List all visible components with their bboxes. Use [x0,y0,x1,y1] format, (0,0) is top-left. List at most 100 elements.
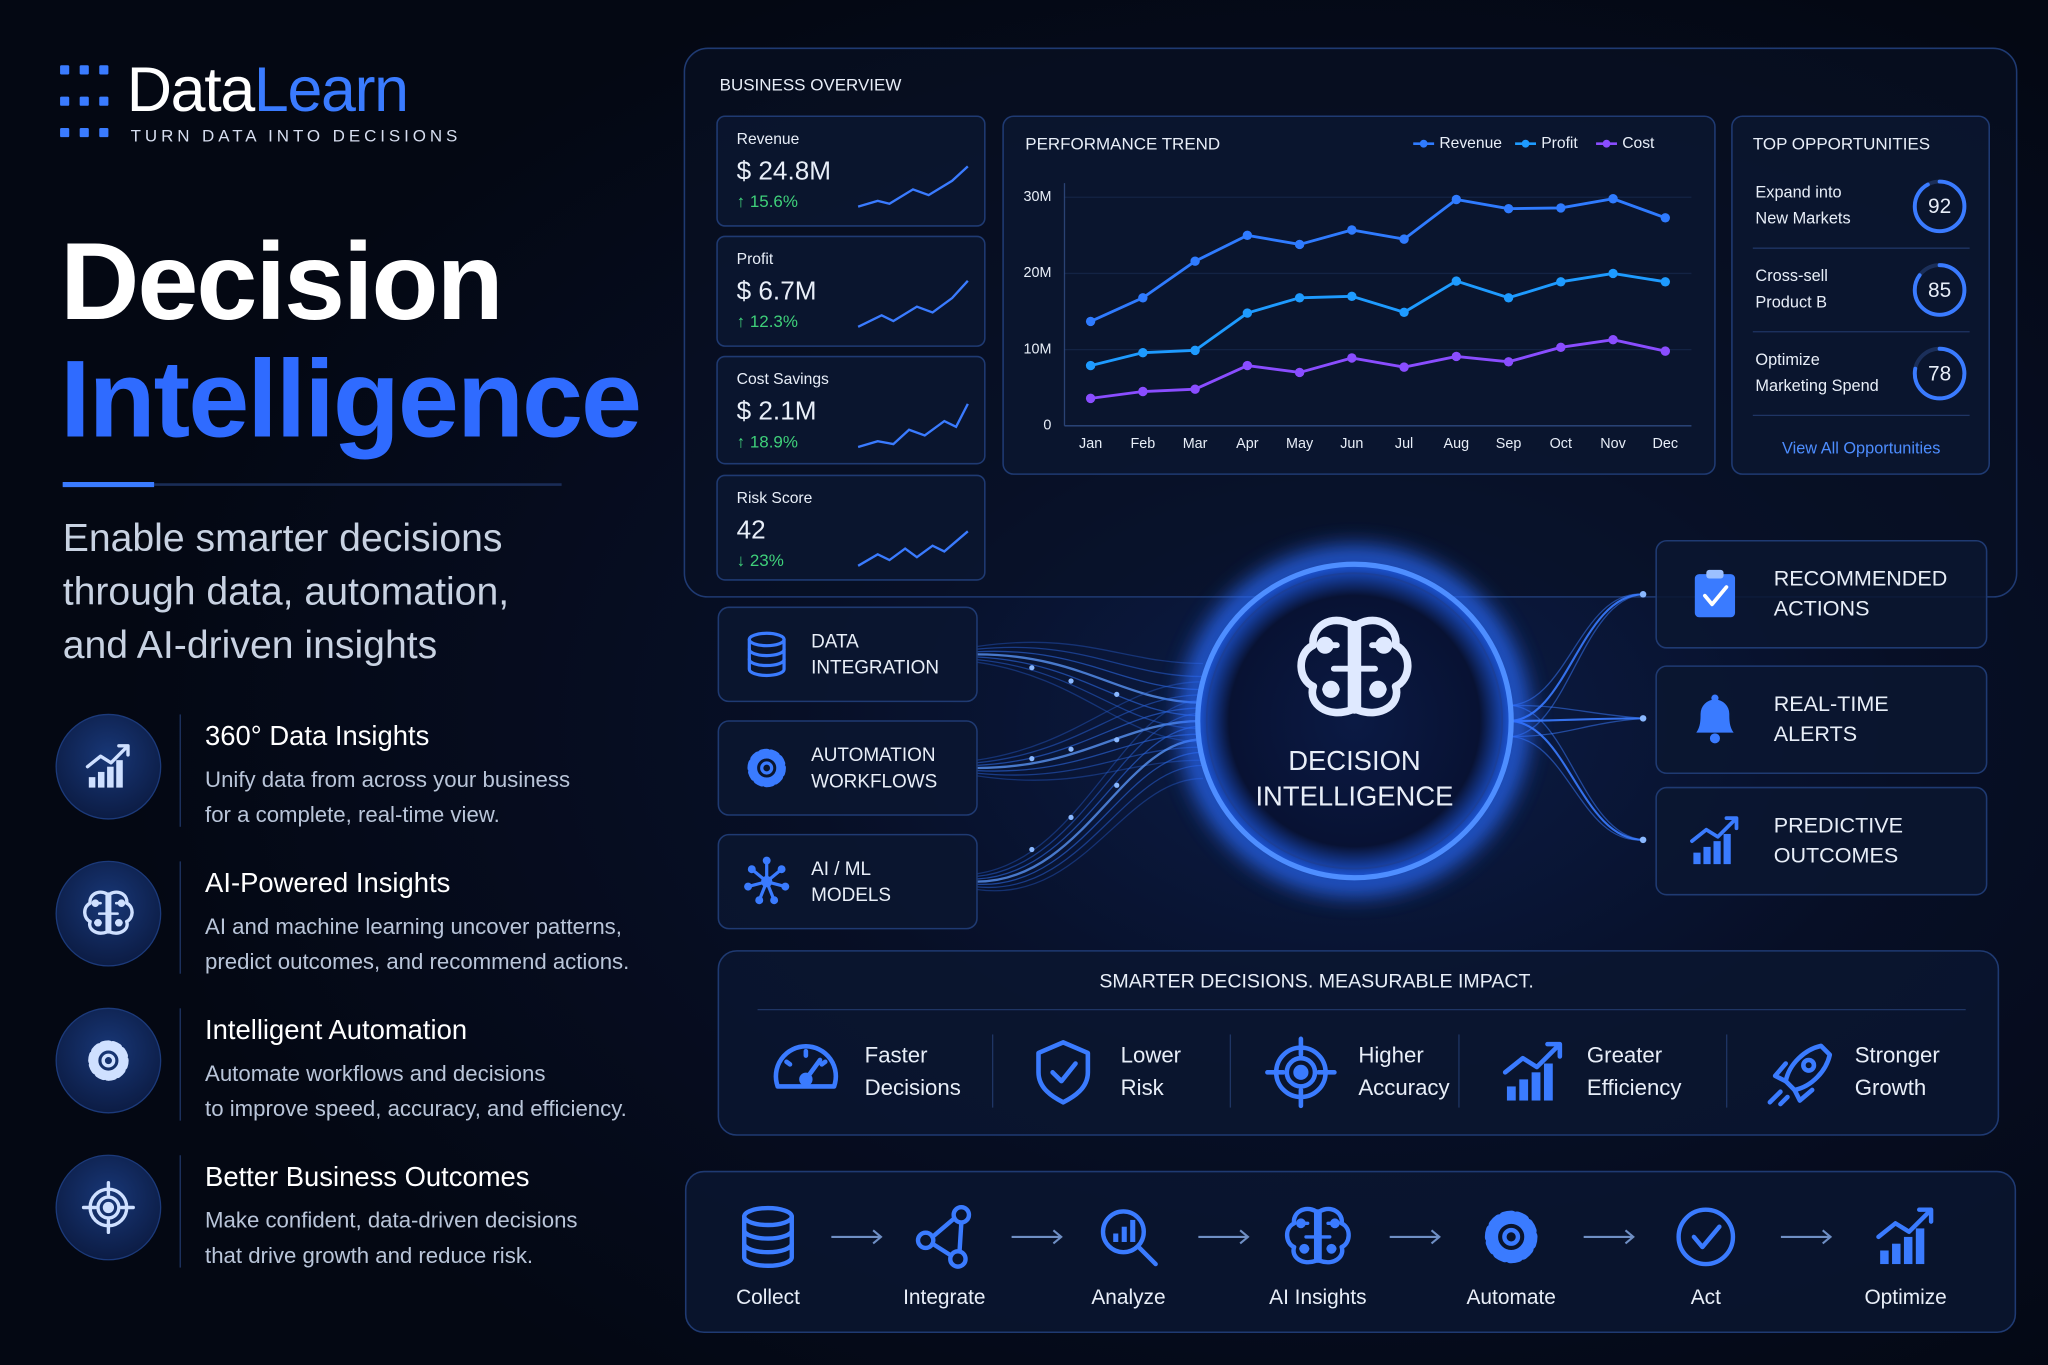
output-label: PREDICTIVE [1774,812,1903,837]
data-point [1138,386,1148,397]
view-all-link[interactable]: View All Opportunities [1782,440,1940,458]
kpi-label: Risk Score [737,490,813,507]
icon-chart [85,744,130,788]
data-point [1347,225,1357,235]
icon-part [1284,1206,1319,1265]
sparkline [857,280,969,328]
data-point [1085,360,1096,371]
process-label: Optimize [1864,1286,1946,1309]
data-point [1503,357,1514,367]
icon-part [747,865,756,874]
icon-check [1676,1207,1736,1267]
icon-part [1696,699,1734,733]
data-point [1556,277,1566,287]
process-panel [684,1170,2017,1334]
flow-dot [1068,678,1074,684]
flow-line [976,653,1203,704]
icon-part [784,1048,828,1067]
icon-target [1265,1036,1337,1109]
logo-dot [79,127,89,138]
icon-part [1691,1224,1722,1250]
flow-line [1508,593,1644,738]
data-point [1190,384,1200,394]
score-value: 85 [1928,279,1951,302]
flow-endpoint [1639,836,1647,844]
icon-part [108,890,134,935]
feature-text: AI and machine learning uncover patterns… [205,914,622,939]
input-box [717,833,978,930]
flow-line [976,764,1203,889]
feature-text: to improve speed, accuracy, and efficien… [205,1096,627,1121]
icon-part [1543,1063,1553,1101]
opportunity-label: Expand into [1755,184,1841,202]
flow-line [976,719,1203,770]
legend-label: Profit [1541,135,1578,152]
hub-label: INTELLIGENCE [1255,780,1453,811]
data-point [1451,194,1462,205]
icon-part [747,657,786,668]
icon-part [108,890,134,935]
data-point [1399,234,1409,244]
data-point [1347,291,1357,301]
icon-part [1506,1086,1516,1101]
icon-part [88,777,96,788]
icon-part [94,1047,122,1075]
flow-dot [1068,814,1074,820]
process-label: Integrate [903,1286,985,1309]
icon-part [799,1072,813,1087]
flow-line [976,694,1203,764]
score-ring [1912,346,1967,401]
flow-line [1508,735,1644,841]
icon-part [101,1053,116,1068]
icon-part [1531,1072,1541,1101]
feature-text: for a complete, real-time view. [205,802,500,827]
icon-part [1036,1040,1091,1105]
brand-part: Learn [254,55,408,125]
flow-line [976,751,1203,885]
data-point [1242,360,1253,371]
process-label: Collect [736,1286,800,1309]
icon-part [1876,1209,1932,1240]
icon-part [117,899,126,907]
flow-line [976,661,1203,743]
data-point [1503,293,1514,303]
icon-part [1493,1219,1529,1255]
kpi-value: $ 24.8M [737,155,831,185]
icon-part [1801,1057,1817,1073]
x-tick-label: Apr [1236,436,1259,452]
data-point [1242,308,1253,318]
legend-label: Cost [1622,135,1655,152]
logo-dot [99,65,109,75]
icon-part [83,890,109,935]
flow-line [976,641,1203,665]
flow-line [976,733,1203,772]
sparkline [857,165,969,208]
impact-label: Efficiency [1587,1075,1682,1100]
icon-part [102,1201,115,1214]
label: Decision [60,221,502,343]
icon-part [760,761,774,775]
icon-part [747,647,786,658]
x-tick-label: Oct [1550,436,1572,452]
kpi-value: $ 6.7M [737,275,817,305]
layout: DataLearn TURN DATA INTO DECISIONS Decisio… [55,47,2018,1334]
x-tick-label: Aug [1444,436,1470,452]
legend-label: Revenue [1439,135,1502,152]
label: and AI-driven insights [63,624,438,667]
kpi-label: Cost Savings [737,371,829,388]
kpi-card [716,474,986,581]
icon-part [1903,1236,1913,1265]
score-value: 78 [1928,362,1951,385]
icon-part [1297,616,1356,717]
icon-part [742,1241,794,1255]
icon-part [81,1180,135,1235]
icon-part [1297,616,1356,717]
input-box [717,606,978,703]
flow-dot [1114,691,1120,697]
legend-dot [1602,139,1611,148]
process-arrow-head [1822,1229,1833,1245]
icon-part [1706,569,1724,579]
section-title: TOP OPPORTUNITIES [1753,134,1930,153]
